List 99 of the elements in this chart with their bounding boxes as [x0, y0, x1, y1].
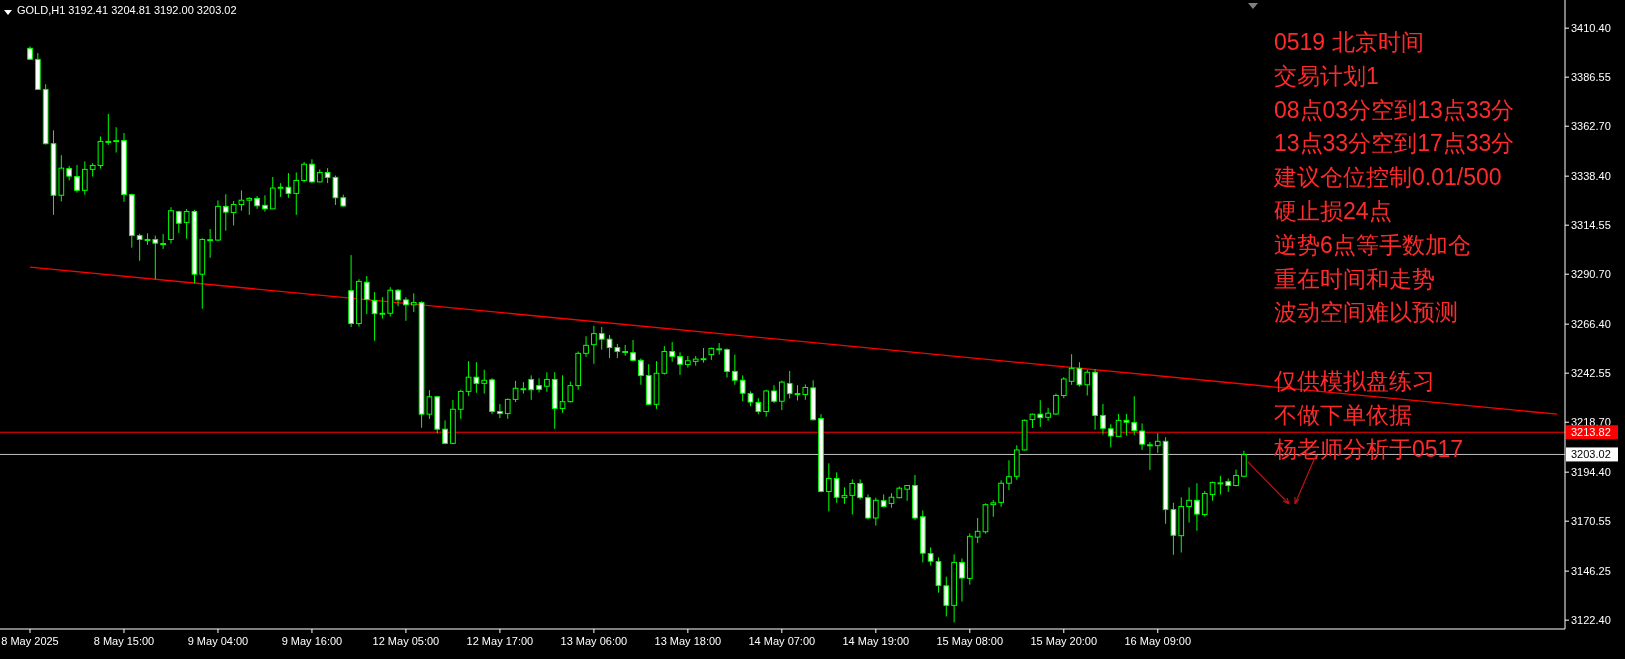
candlestick	[904, 484, 910, 502]
candlestick	[403, 296, 409, 322]
y-tick-label: 3338.40	[1571, 170, 1611, 183]
candlestick	[583, 335, 589, 358]
candlestick	[1154, 432, 1161, 454]
candlestick	[1131, 395, 1138, 436]
x-tick-label: 15 May 08:00	[936, 635, 1004, 647]
candlestick	[865, 493, 871, 520]
candlestick	[1194, 482, 1200, 532]
candlestick	[943, 576, 950, 617]
candlestick	[113, 126, 119, 154]
x-tick-label: 14 May 19:00	[842, 635, 910, 647]
y-tick-label: 3194.40	[1571, 466, 1611, 479]
y-tick-label: 3122.40	[1571, 614, 1611, 627]
candlestick	[152, 235, 159, 280]
candlestick	[825, 462, 832, 512]
annotation: 建议仓位控制0.01/500	[1273, 164, 1502, 191]
candlestick	[959, 557, 965, 602]
y-tick-label: 3290.70	[1571, 268, 1611, 281]
annotation: 0519 北京时间	[1274, 29, 1424, 55]
x-tick-label: 14 May 07:00	[748, 635, 816, 647]
candlestick	[1201, 490, 1208, 518]
x-tick-label: 12 May 17:00	[466, 635, 534, 647]
candlestick	[1037, 399, 1044, 428]
candlestick	[685, 355, 691, 369]
y-tick-label: 3170.55	[1571, 515, 1611, 528]
candlestick	[363, 275, 370, 315]
candlestick	[105, 113, 112, 146]
candlestick	[387, 286, 394, 317]
candlestick	[497, 403, 503, 419]
chart-title: GOLD,H1 3192.41 3204.81 3192.00 3203.02	[17, 4, 237, 16]
candlestick	[763, 389, 770, 418]
candlestick	[1139, 422, 1145, 451]
candlestick	[739, 374, 746, 402]
y-tick-label: 3146.25	[1571, 565, 1611, 578]
candlestick	[269, 176, 276, 210]
candlestick	[74, 164, 80, 194]
candlestick	[1060, 376, 1067, 399]
x-tick-label: 12 May 05:00	[372, 635, 440, 647]
annotation: 仅供模拟盘练习	[1274, 368, 1435, 395]
candlestick	[591, 325, 597, 365]
candlestick	[598, 326, 605, 351]
candlestick	[872, 497, 879, 527]
candlestick	[1006, 459, 1012, 491]
candlestick	[857, 478, 863, 500]
ref-line-label: 3203.02	[1571, 448, 1611, 461]
candlestick	[1084, 369, 1091, 396]
candlestick	[669, 341, 676, 363]
annotation: 08点03分空到13点33分	[1274, 96, 1515, 123]
candlestick	[786, 370, 793, 400]
y-tick-label: 3314.55	[1571, 219, 1611, 232]
candlestick	[293, 171, 300, 216]
candlestick	[1107, 423, 1114, 448]
annotation: 重在时间和走势	[1274, 265, 1435, 292]
x-tick-label: 16 May 09:00	[1124, 635, 1192, 647]
annotation: 逆势6点等手数加仓	[1274, 231, 1471, 258]
y-tick-label: 3242.55	[1571, 367, 1611, 380]
candlestick	[81, 160, 88, 196]
candlestick	[732, 354, 738, 386]
x-tick-label: 15 May 20:00	[1030, 635, 1098, 647]
candlestick	[1100, 403, 1106, 436]
x-tick-label: 13 May 18:00	[654, 635, 722, 647]
y-tick-label: 3410.40	[1571, 22, 1611, 35]
annotation: 13点33分空到17点33分	[1274, 130, 1515, 157]
candlestick	[262, 194, 268, 213]
annotation: 不做下单依据	[1274, 402, 1412, 428]
annotation: 交易计划1	[1274, 62, 1379, 89]
candlestick	[544, 371, 550, 393]
x-tick-label: 8 May 2025	[1, 635, 59, 647]
candlestick	[849, 478, 856, 516]
x-tick-label: 8 May 15:00	[93, 635, 155, 647]
candlestick	[207, 228, 213, 259]
y-tick-label: 3266.40	[1571, 318, 1611, 331]
x-tick-label: 13 May 06:00	[560, 635, 628, 647]
x-tick-label: 9 May 04:00	[187, 635, 249, 647]
annotation: 波动空间难以预测	[1274, 299, 1458, 326]
candlestick	[638, 357, 644, 386]
annotation: 硬止损24点	[1274, 198, 1392, 224]
candlestick	[998, 479, 1004, 508]
candlestick	[724, 347, 730, 379]
candlestick	[309, 158, 315, 184]
candlestick	[1241, 450, 1247, 478]
candlestick	[778, 380, 785, 411]
candlestick	[677, 351, 683, 376]
candlestick	[481, 369, 488, 395]
candlestick	[536, 377, 542, 393]
candlestick	[222, 193, 229, 232]
candlestick	[457, 389, 464, 420]
candlestick	[301, 161, 307, 183]
candlestick	[528, 374, 535, 401]
candlestick	[1186, 486, 1192, 524]
x-tick-label: 9 May 16:00	[281, 635, 343, 647]
candlestick	[1045, 407, 1051, 422]
candlestick	[1147, 441, 1153, 471]
candlestick	[160, 233, 166, 250]
candlestick	[410, 292, 417, 313]
ref-line-label: 3213.82	[1571, 426, 1611, 439]
y-tick-label: 3362.70	[1571, 120, 1611, 133]
y-tick-label: 3386.55	[1571, 71, 1611, 84]
